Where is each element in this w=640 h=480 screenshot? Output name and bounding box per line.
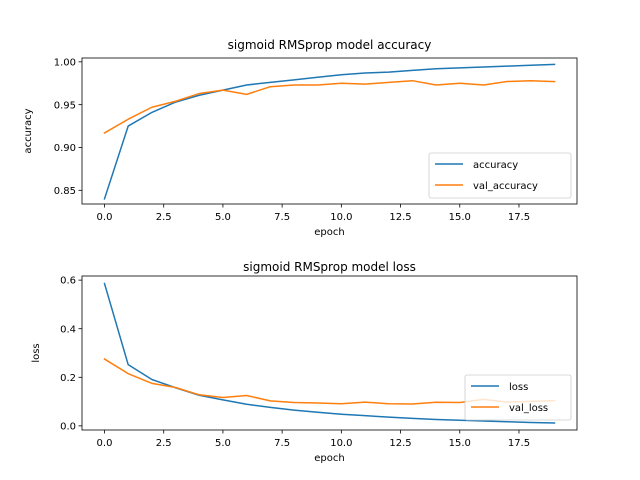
x-tick-label: 5.0 [215, 212, 231, 223]
y-tick-label: 0.4 [60, 324, 76, 335]
x-tick-label: 15.0 [449, 212, 471, 223]
y-tick-label: 1.00 [54, 57, 76, 68]
series-line-val_accuracy [103, 79, 556, 134]
x-tick-label: 15.0 [449, 438, 471, 449]
legend-label: accuracy [473, 160, 518, 171]
x-axis-label: epoch [314, 453, 344, 464]
y-tick-label: 0.85 [54, 186, 76, 197]
y-tick-label: 0.90 [54, 143, 76, 154]
y-tick-label: 0.0 [60, 421, 76, 432]
x-tick-label: 7.5 [274, 212, 290, 223]
y-tick-label: 0.2 [60, 373, 76, 384]
axes-frame [81, 57, 578, 205]
y-tick-label: 0.95 [54, 100, 76, 111]
x-tick-label: 2.5 [156, 212, 172, 223]
x-tick-label: 12.5 [389, 438, 411, 449]
x-tick-label: 0.0 [97, 212, 113, 223]
legend-label: loss [509, 382, 528, 393]
x-tick-label: 7.5 [274, 438, 290, 449]
x-tick-label: 12.5 [389, 212, 411, 223]
x-axis-label: epoch [314, 227, 344, 238]
chart-title: sigmoid RMSprop model loss [243, 260, 416, 274]
y-tick-label: 0.6 [60, 276, 76, 287]
x-tick-label: 10.0 [330, 438, 352, 449]
x-tick-label: 5.0 [215, 438, 231, 449]
x-tick-label: 17.5 [508, 212, 530, 223]
x-tick-label: 10.0 [330, 212, 352, 223]
x-tick-label: 17.5 [508, 438, 530, 449]
x-tick-label: 2.5 [156, 438, 172, 449]
chart-0: sigmoid RMSprop model accuracy 0.0 2.5 5.0 7… [23, 38, 578, 238]
chart-1: sigmoid RMSprop model loss 0.0 2.5 5.0 7.5 10… [31, 260, 578, 464]
legend: accuracy val_accuracy [428, 152, 572, 199]
y-axis-label: accuracy [23, 108, 34, 153]
x-tick-label: 0.0 [97, 438, 113, 449]
series-line-accuracy [103, 63, 556, 200]
y-axis-label: loss [31, 343, 42, 362]
legend-box [428, 152, 572, 199]
legend-label: val_accuracy [473, 181, 538, 192]
legend-label: val_loss [509, 403, 548, 414]
legend: loss val_loss [464, 374, 572, 421]
chart-title: sigmoid RMSprop model accuracy [228, 38, 432, 52]
axes-frame [81, 275, 578, 431]
